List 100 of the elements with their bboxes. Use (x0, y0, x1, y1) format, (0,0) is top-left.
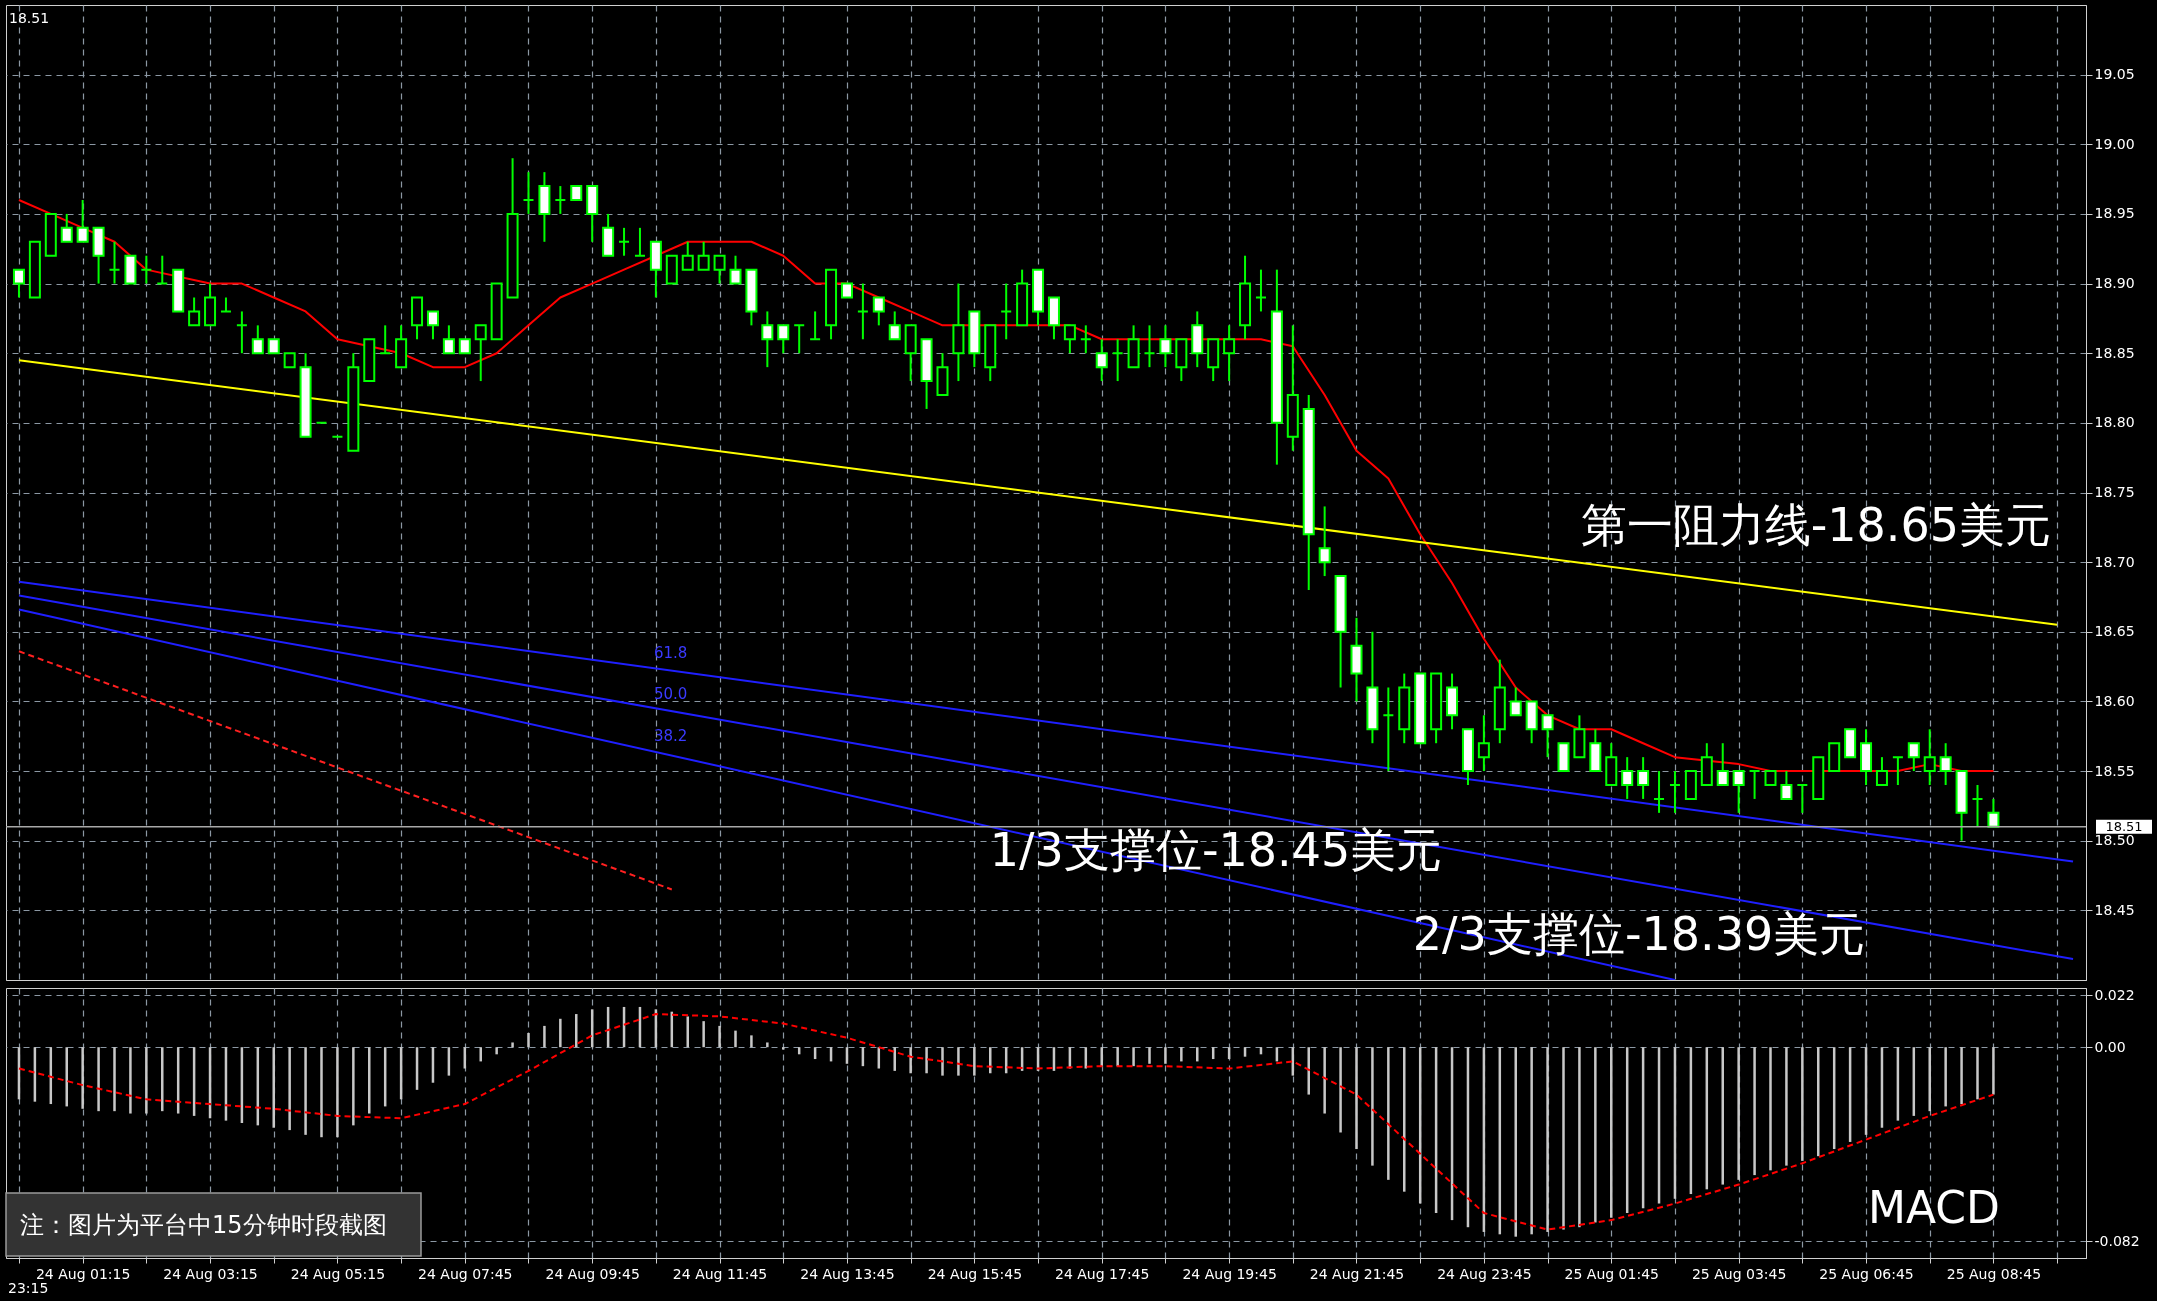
candlestick (1637, 756, 1650, 800)
annotation: 38.2 (654, 727, 688, 745)
bar (145, 1047, 148, 1114)
ref-line-label: 18.51 (2105, 818, 2143, 834)
candlestick (235, 310, 248, 355)
bar (1721, 1047, 1724, 1185)
candlestick (1621, 756, 1634, 800)
y-tick-label: 18.80 (2094, 414, 2135, 431)
candlestick (1318, 505, 1331, 578)
bar (702, 1021, 705, 1048)
x-tick-label: 25 Aug 01:45 (1564, 1265, 1659, 1282)
x-tick-label: 24 Aug 21:45 (1309, 1265, 1405, 1282)
bar (368, 1047, 371, 1114)
bar (527, 1033, 530, 1048)
x-tick-label: 24 Aug 09:45 (545, 1265, 640, 1282)
annotation: 注：图片为平台中15分钟时段截图 (20, 1211, 387, 1239)
bar (97, 1047, 100, 1112)
candlestick (1987, 797, 2000, 828)
y-tick-label: 19.05 (2094, 66, 2135, 83)
bar (750, 1035, 753, 1048)
candlestick (1159, 324, 1172, 369)
y-tick-label: 18.60 (2094, 692, 2135, 709)
bar (686, 1016, 689, 1048)
candlestick (888, 310, 901, 341)
candlestick (1653, 770, 1666, 814)
bar (782, 1047, 785, 1050)
y-tick-label: 18.85 (2094, 344, 2135, 361)
candlestick (426, 310, 439, 341)
candlestick (618, 226, 631, 257)
x-tick-label: 25 Aug 08:45 (1946, 1265, 2042, 1282)
candlestick (108, 240, 121, 285)
candlestick (1907, 742, 1920, 773)
x-tick-label: 24 Aug 03:15 (163, 1265, 258, 1282)
y-tick-label: 18.50 (2094, 832, 2135, 849)
annotation: 61.8 (654, 644, 688, 662)
bar (272, 1047, 275, 1128)
bar (1562, 1047, 1565, 1230)
candlestick (1063, 324, 1076, 355)
bar (1196, 1047, 1199, 1062)
candlestick (777, 324, 790, 355)
x-tick-label: 24 Aug 05:15 (290, 1265, 386, 1282)
candlestick (1796, 784, 1809, 814)
bar (1801, 1047, 1804, 1161)
candlestick (1254, 268, 1267, 313)
bar (304, 1047, 307, 1135)
x-tick-label: 24 Aug 11:45 (672, 1265, 768, 1282)
bar (129, 1047, 132, 1114)
bar (1992, 1047, 1995, 1095)
bar (1132, 1047, 1135, 1067)
bar (718, 1025, 721, 1048)
bar (1339, 1047, 1342, 1133)
candlestick (379, 324, 392, 355)
bar (1323, 1047, 1326, 1114)
candlestick (1143, 324, 1156, 369)
bar (1976, 1047, 1979, 1100)
x-tick-label: 24 Aug 23:45 (1437, 1265, 1532, 1282)
candlestick (872, 296, 885, 327)
y-tick-label: 18.95 (2094, 205, 2135, 222)
candlestick (1971, 784, 1984, 828)
bar (1944, 1047, 1947, 1107)
bar (1530, 1047, 1533, 1235)
y-tick-label: 18.55 (2094, 762, 2135, 779)
x-tick-label: 24 Aug 17:45 (1055, 1265, 1150, 1282)
candlestick (1477, 714, 1490, 773)
bar (941, 1047, 944, 1076)
candlestick (1095, 338, 1108, 383)
candlestick (554, 185, 567, 215)
candlestick (12, 268, 25, 299)
annotation: 50.0 (654, 685, 688, 703)
candlestick (1079, 324, 1092, 355)
y-tick-label: 19.00 (2094, 135, 2135, 152)
bar (479, 1047, 482, 1062)
bar (1769, 1047, 1772, 1171)
bar (1578, 1047, 1581, 1228)
bar (909, 1047, 912, 1074)
bar (1116, 1047, 1119, 1067)
bar (1753, 1047, 1756, 1176)
y-tick-label: 18.65 (2094, 623, 2135, 640)
candlestick (156, 254, 169, 285)
candlestick (140, 254, 153, 285)
x-tick-label: 24 Aug 07:45 (418, 1265, 513, 1282)
candlestick (1716, 742, 1729, 786)
bar (161, 1047, 164, 1112)
x-tick-label: 25 Aug 06:45 (1819, 1265, 1914, 1282)
bar (1371, 1047, 1374, 1166)
y-tick-label: 18.75 (2094, 484, 2135, 500)
annotation: 18.51 (9, 10, 50, 26)
candlestick (1939, 742, 1952, 786)
bar (1817, 1047, 1820, 1157)
bar (81, 1047, 84, 1109)
bar (957, 1047, 960, 1076)
bar (925, 1047, 928, 1074)
candlestick (856, 282, 869, 341)
bar (893, 1047, 896, 1071)
x-tick-label: 24 Aug 19:45 (1182, 1265, 1277, 1282)
bar (1307, 1047, 1310, 1095)
y-tick-label: 18.90 (2094, 275, 2135, 292)
bar (288, 1047, 291, 1131)
candlestick (1732, 770, 1745, 814)
candlestick (1111, 338, 1124, 383)
